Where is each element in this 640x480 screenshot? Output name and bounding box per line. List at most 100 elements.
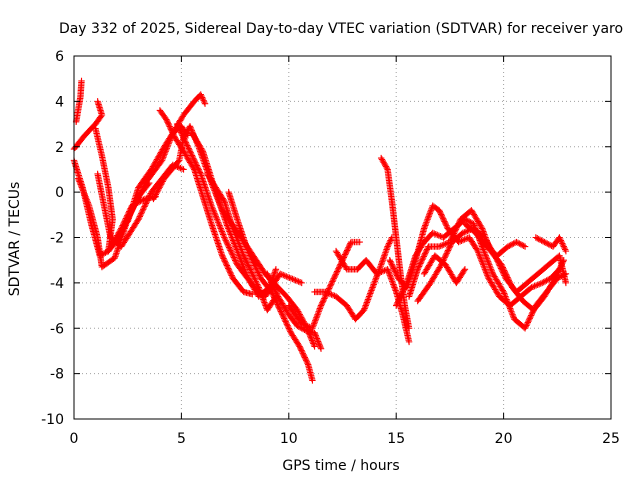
data-point-marker: [363, 300, 370, 308]
data-point-marker: [423, 219, 430, 226]
data-point-marker: [345, 244, 352, 251]
data-point-marker: [317, 302, 325, 309]
data-point-marker: [331, 272, 339, 279]
data-point-marker: [454, 223, 461, 230]
data-point-marker: [313, 312, 321, 320]
data-point-marker: [177, 128, 184, 135]
y-tick-label: -8: [50, 367, 64, 383]
data-point-marker: [497, 265, 505, 272]
data-point-marker: [403, 281, 410, 288]
data-point-marker: [81, 191, 89, 199]
data-point-marker: [500, 270, 507, 278]
data-point-marker: [239, 249, 246, 256]
data-point-marker: [220, 232, 227, 240]
data-point-marker: [507, 306, 514, 314]
data-point-marker: [227, 270, 235, 278]
series-track-10: [173, 120, 305, 300]
data-point-marker: [82, 193, 89, 200]
data-point-marker: [480, 246, 487, 253]
data-point-marker: [415, 263, 423, 270]
series-track-17: [332, 247, 413, 346]
data-point-marker: [303, 358, 311, 365]
data-point-marker: [481, 264, 488, 271]
data-point-marker: [509, 311, 516, 318]
data-point-marker: [432, 231, 439, 238]
data-point-marker: [226, 245, 233, 253]
data-point-marker: [316, 305, 324, 312]
data-point-marker: [365, 294, 372, 302]
data-point-marker: [473, 246, 481, 253]
data-point-marker: [384, 266, 391, 273]
series-track-25: [532, 234, 570, 255]
data-point-marker: [169, 128, 176, 136]
data-point-marker: [525, 316, 533, 323]
data-point-marker: [279, 311, 286, 318]
data-point-marker: [421, 251, 428, 259]
data-point-marker: [94, 98, 101, 105]
data-point-marker: [76, 178, 83, 185]
data-point-marker: [195, 166, 202, 173]
data-point-marker: [445, 245, 452, 253]
data-point-marker: [249, 272, 257, 279]
data-point-marker: [557, 237, 565, 244]
data-point-marker: [268, 280, 276, 287]
data-point-marker: [446, 243, 454, 250]
data-point-marker: [238, 260, 246, 267]
data-point-marker: [307, 334, 315, 341]
data-point-marker: [514, 239, 522, 246]
data-point-marker: [228, 250, 236, 257]
data-point-marker: [499, 268, 506, 275]
data-point-marker: [387, 258, 394, 265]
data-point-marker: [78, 182, 85, 190]
data-point-marker: [221, 234, 228, 241]
data-point-marker: [186, 148, 194, 155]
series-track-2: [72, 77, 85, 125]
data-point-marker: [260, 296, 267, 303]
data-point-marker: [231, 229, 238, 237]
data-point-marker: [459, 236, 467, 244]
data-point-marker: [273, 290, 280, 297]
data-point-marker: [175, 164, 183, 171]
data-point-marker: [444, 247, 452, 254]
data-point-marker: [436, 208, 444, 215]
data-point-marker: [144, 197, 151, 204]
data-point-marker: [244, 273, 251, 281]
data-point-marker: [505, 302, 513, 309]
data-point-marker: [260, 297, 268, 305]
data-point-marker: [368, 287, 375, 294]
data-point-marker: [450, 230, 458, 237]
data-point-marker: [314, 309, 322, 317]
data-point-marker: [400, 286, 407, 294]
data-point-marker: [531, 282, 538, 290]
data-point-marker: [332, 271, 339, 278]
data-point-marker: [312, 315, 320, 323]
data-point-marker: [391, 268, 399, 275]
data-point-marker: [223, 240, 231, 247]
data-point-marker: [183, 140, 190, 148]
data-point-marker: [222, 259, 229, 266]
series-track-18: [377, 154, 413, 332]
data-point-marker: [247, 266, 254, 273]
data-point-marker: [223, 238, 230, 245]
data-point-marker: [218, 226, 225, 234]
data-point-marker: [391, 284, 398, 291]
data-point-marker: [176, 126, 184, 133]
data-point-marker: [200, 97, 207, 104]
data-point-marker: [314, 336, 321, 344]
data-point-marker: [226, 268, 233, 275]
data-point-marker: [185, 145, 192, 152]
data-point-marker: [519, 241, 526, 249]
data-point-marker: [225, 242, 232, 250]
data-point-marker: [276, 305, 283, 312]
data-point-marker: [193, 162, 200, 169]
series-track-15: [285, 238, 363, 332]
data-point-marker: [532, 234, 540, 241]
data-point-marker: [431, 230, 438, 237]
data-point-marker: [447, 241, 454, 249]
data-point-marker: [285, 325, 293, 332]
data-point-marker: [385, 240, 393, 247]
data-point-marker: [155, 185, 163, 192]
data-point-marker: [541, 278, 549, 285]
data-point-marker: [461, 266, 469, 273]
data-point-marker: [243, 258, 250, 265]
